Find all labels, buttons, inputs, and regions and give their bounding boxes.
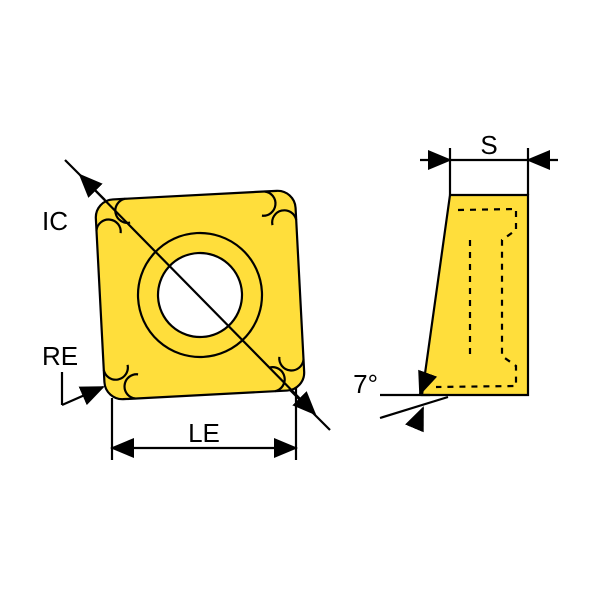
side-view bbox=[422, 195, 528, 395]
label-le: LE bbox=[188, 418, 220, 448]
dimension-re: RE bbox=[42, 341, 103, 405]
diagram-canvas: IC RE LE S 7° bbox=[0, 0, 600, 600]
label-ic: IC bbox=[42, 206, 68, 236]
label-re: RE bbox=[42, 341, 78, 371]
label-s: S bbox=[480, 130, 497, 160]
dimension-s: S bbox=[420, 130, 558, 195]
side-body bbox=[422, 195, 528, 395]
label-angle: 7° bbox=[353, 369, 378, 399]
